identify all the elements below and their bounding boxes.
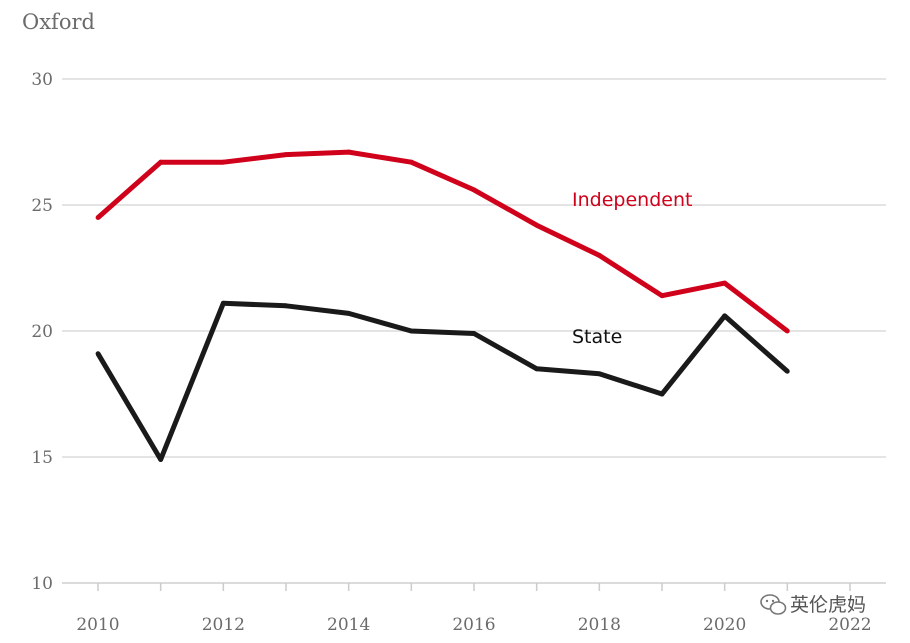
data-point-state: [784, 368, 790, 374]
y-tick-label: 25: [31, 196, 53, 216]
data-point-independent: [471, 187, 477, 193]
x-tick-label: 2016: [452, 615, 495, 635]
data-point-independent: [346, 149, 352, 155]
data-point-state: [283, 303, 289, 309]
y-tick-labels: 10 15 20 25 30: [31, 70, 53, 594]
x-tick-label: 2010: [76, 615, 119, 635]
data-point-independent: [784, 328, 790, 334]
x-tick-label: 2020: [703, 615, 746, 635]
data-point-state: [471, 331, 477, 336]
x-tick-label: 2022: [828, 615, 871, 635]
data-point-state: [659, 391, 665, 397]
x-tick-label: 2018: [578, 615, 621, 635]
series-lines: [95, 149, 790, 462]
y-tick-label: 20: [31, 322, 53, 342]
y-tick-label: 10: [31, 574, 53, 594]
data-point-state: [346, 310, 352, 316]
series-line-state: [95, 300, 789, 462]
data-point-independent: [534, 222, 540, 228]
data-point-independent: [659, 293, 665, 299]
y-tick-label: 15: [31, 448, 53, 468]
data-point-state: [722, 313, 728, 319]
data-point-independent: [158, 159, 164, 165]
data-point-state: [596, 371, 602, 377]
x-tick-label: 2014: [327, 615, 370, 635]
series-label-independent: Independent: [572, 189, 692, 211]
data-point-state: [95, 351, 101, 357]
wechat-icon: [760, 594, 787, 615]
data-point-state: [534, 366, 540, 372]
data-point-state: [408, 328, 414, 334]
data-point-independent: [283, 152, 289, 158]
data-point-independent: [220, 159, 226, 165]
data-point-independent: [95, 215, 101, 221]
data-point-independent: [596, 253, 602, 258]
chart-title: Oxford: [22, 10, 95, 34]
data-point-independent: [408, 159, 414, 165]
watermark: 英伦虎妈: [760, 594, 866, 616]
x-tick-label: 2012: [202, 615, 245, 635]
watermark-text: 英伦虎妈: [790, 594, 866, 616]
x-axis: 2010 2012 2014 2016 2018 2020 2022: [76, 583, 872, 635]
series-line-independent: [96, 149, 789, 333]
series-label-state: State: [572, 326, 622, 348]
y-tick-label: 30: [31, 70, 53, 90]
data-point-independent: [722, 280, 728, 286]
data-point-state: [158, 457, 164, 462]
data-point-state: [220, 300, 226, 306]
